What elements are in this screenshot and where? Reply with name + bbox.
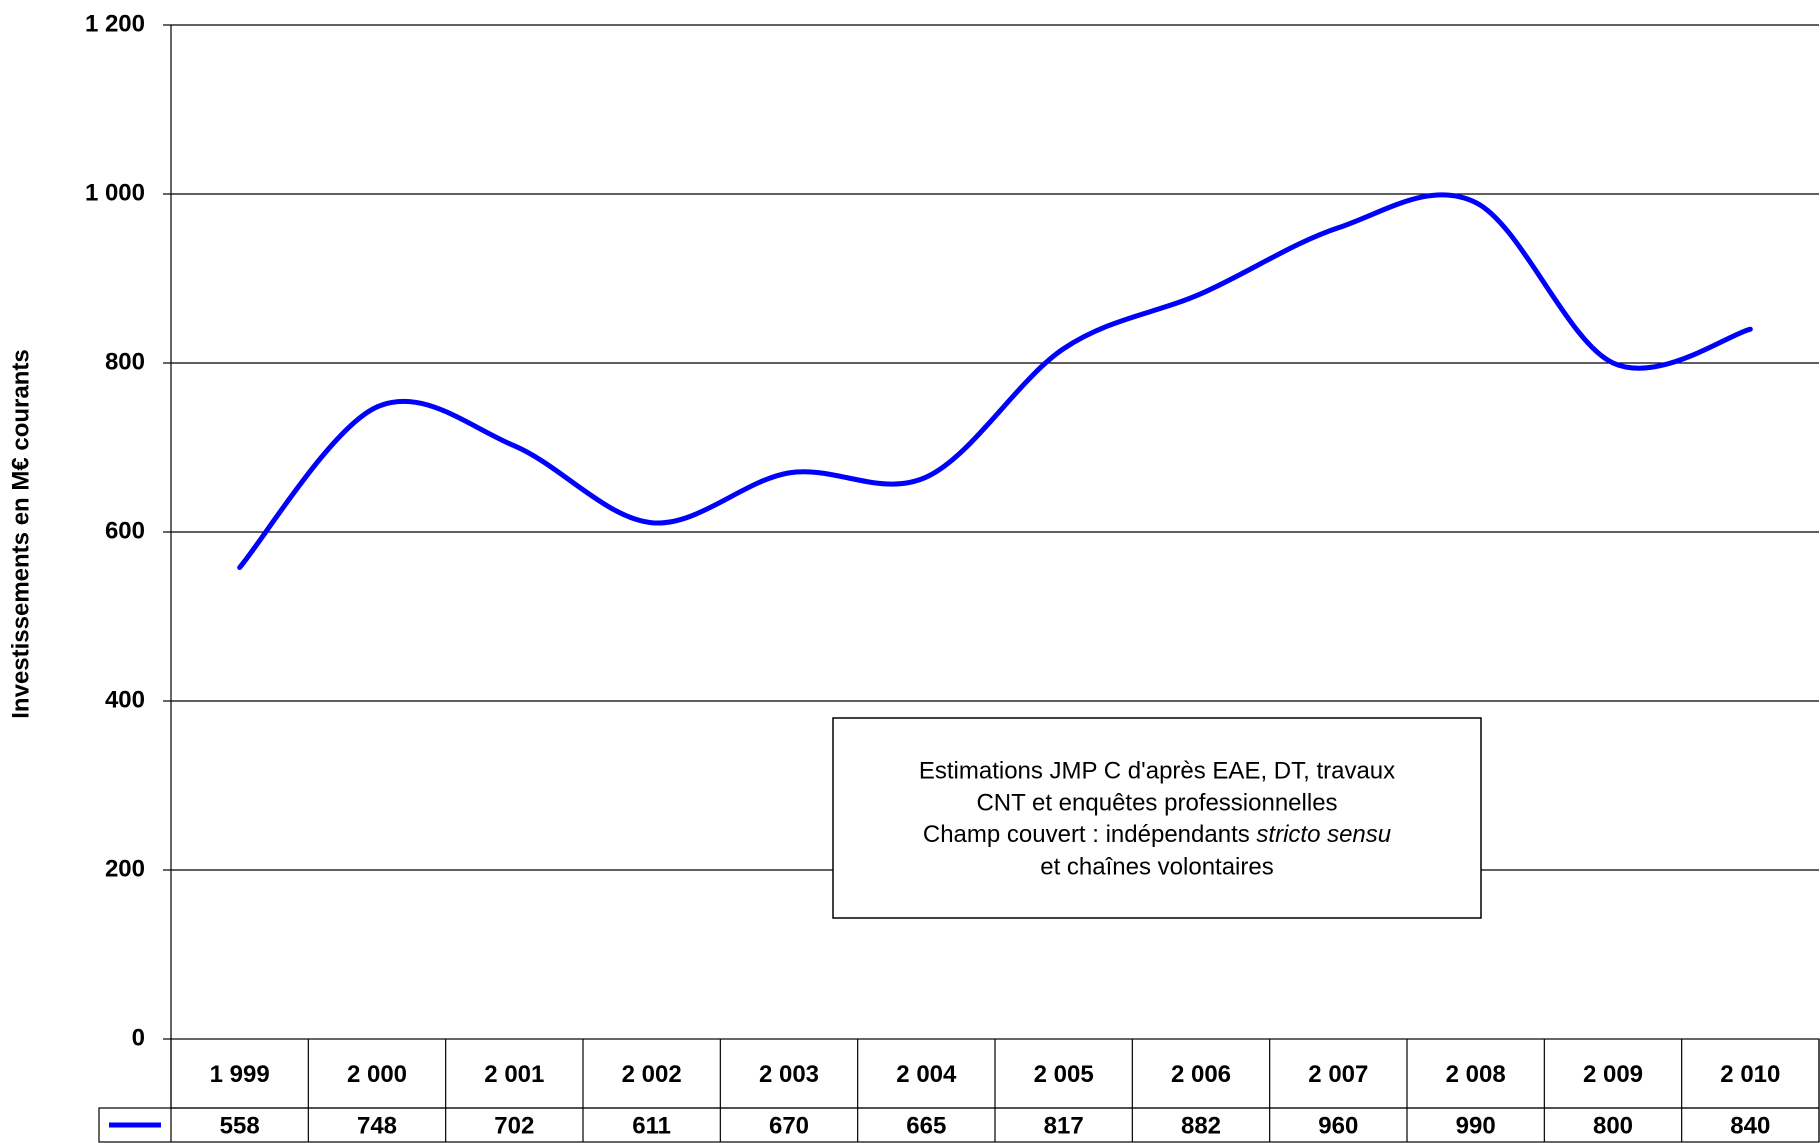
table-value: 611 — [632, 1112, 671, 1139]
x-tick-label: 2 005 — [1034, 1061, 1094, 1088]
x-tick-label: 2 007 — [1308, 1061, 1368, 1088]
x-tick-label: 2 002 — [622, 1061, 682, 1088]
table-value: 882 — [1181, 1112, 1221, 1139]
x-tick-label: 2 008 — [1446, 1061, 1506, 1088]
y-tick-label: 600 — [105, 517, 145, 544]
x-tick-label: 2 000 — [347, 1061, 407, 1088]
annotation-box — [832, 717, 1482, 919]
table-value: 670 — [769, 1112, 809, 1139]
x-tick-label: 2 010 — [1720, 1061, 1780, 1088]
annotation-text: stricto sensu — [1256, 821, 1391, 848]
table-value: 800 — [1593, 1112, 1633, 1139]
y-tick-label: 1 000 — [85, 179, 145, 206]
y-tick-label: 800 — [105, 348, 145, 375]
y-tick-label: 400 — [105, 686, 145, 713]
x-tick-label: 2 006 — [1171, 1061, 1231, 1088]
x-tick-label: 2 003 — [759, 1061, 819, 1088]
y-axis-label: Investissements en M€ courants — [7, 349, 34, 718]
x-tick-label: 2 004 — [896, 1061, 957, 1088]
annotation-text: et chaînes volontaires — [1040, 853, 1273, 880]
y-tick-label: 1 200 — [85, 10, 145, 37]
table-value: 558 — [220, 1112, 260, 1139]
x-tick-label: 1 999 — [210, 1061, 270, 1088]
table-value: 702 — [494, 1112, 534, 1139]
table-value: 665 — [906, 1112, 946, 1139]
annotation-text: Champ couvert : indépendants — [923, 821, 1257, 848]
annotation-text: Estimations JMP C d'après EAE, DT, trava… — [919, 757, 1395, 784]
annotation-text: CNT et enquêtes professionnelles — [976, 789, 1337, 816]
x-tick-label: 2 001 — [484, 1061, 544, 1088]
y-tick-label: 0 — [132, 1024, 145, 1051]
x-tick-label: 2 009 — [1583, 1061, 1643, 1088]
table-value: 817 — [1044, 1112, 1084, 1139]
annotation-text: Champ couvert : indépendants stricto sen… — [923, 821, 1391, 848]
y-tick-label: 200 — [105, 855, 145, 882]
table-value: 748 — [357, 1112, 397, 1139]
table-value: 840 — [1730, 1112, 1770, 1139]
table-value: 960 — [1318, 1112, 1358, 1139]
table-value: 990 — [1456, 1112, 1496, 1139]
line-series — [237, 192, 1753, 570]
